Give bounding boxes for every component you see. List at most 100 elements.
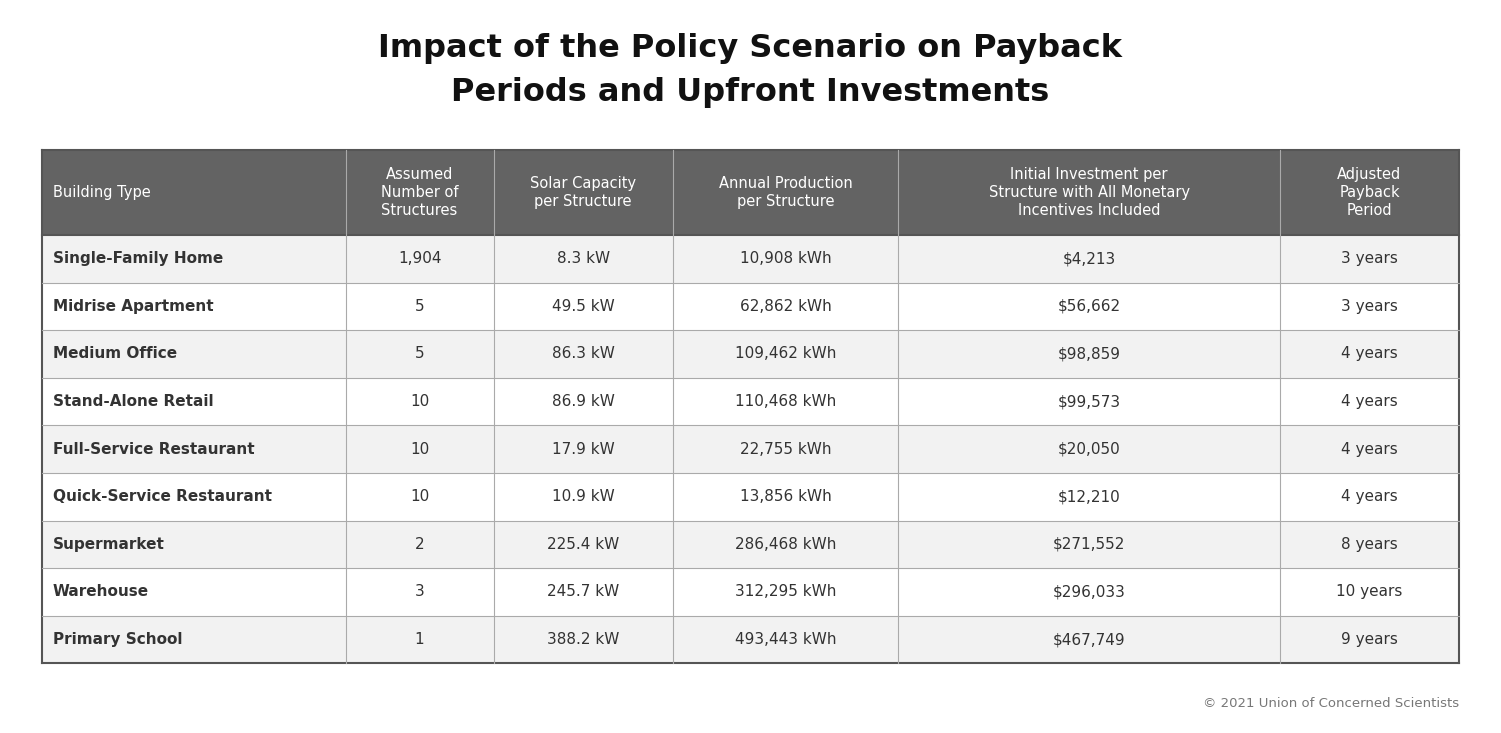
Bar xyxy=(672,377,899,425)
Bar xyxy=(899,473,1280,520)
Text: 9 years: 9 years xyxy=(1340,632,1397,647)
Text: $467,749: $467,749 xyxy=(1052,632,1126,647)
Text: Building Type: Building Type xyxy=(53,185,150,200)
Bar xyxy=(42,377,345,425)
Bar xyxy=(345,330,494,377)
Text: 10 years: 10 years xyxy=(1336,584,1402,600)
Bar xyxy=(672,150,899,235)
Bar xyxy=(1280,150,1459,235)
Bar xyxy=(672,235,899,282)
Bar xyxy=(345,377,494,425)
Text: $4,213: $4,213 xyxy=(1063,251,1115,266)
Text: Impact of the Policy Scenario on Payback: Impact of the Policy Scenario on Payback xyxy=(378,33,1123,64)
Bar xyxy=(899,616,1280,663)
Text: 3 years: 3 years xyxy=(1340,299,1397,314)
Bar xyxy=(42,425,345,473)
Bar xyxy=(42,150,345,235)
Bar xyxy=(42,473,345,520)
Text: Midrise Apartment: Midrise Apartment xyxy=(53,299,213,314)
Bar xyxy=(672,282,899,330)
Text: $296,033: $296,033 xyxy=(1052,584,1126,600)
Text: 493,443 kWh: 493,443 kWh xyxy=(735,632,836,647)
Bar xyxy=(899,150,1280,235)
Text: 8.3 kW: 8.3 kW xyxy=(557,251,609,266)
Text: Supermarket: Supermarket xyxy=(53,537,165,552)
Bar xyxy=(899,425,1280,473)
Bar xyxy=(345,520,494,568)
Text: 10: 10 xyxy=(410,442,429,457)
Bar xyxy=(672,520,899,568)
Bar xyxy=(672,568,899,616)
Text: Primary School: Primary School xyxy=(53,632,182,647)
Text: Initial Investment per
Structure with All Monetary
Incentives Included: Initial Investment per Structure with Al… xyxy=(989,167,1190,218)
Bar xyxy=(1280,568,1459,616)
Bar xyxy=(899,235,1280,282)
Bar xyxy=(345,568,494,616)
Text: 86.9 kW: 86.9 kW xyxy=(552,394,614,409)
Text: 62,862 kWh: 62,862 kWh xyxy=(740,299,832,314)
Text: 8 years: 8 years xyxy=(1340,537,1397,552)
Bar xyxy=(1280,377,1459,425)
Bar xyxy=(345,616,494,663)
Bar xyxy=(494,568,672,616)
Bar xyxy=(494,473,672,520)
Text: 4 years: 4 years xyxy=(1340,347,1397,361)
Text: 4 years: 4 years xyxy=(1340,442,1397,457)
Text: Solar Capacity
per Structure: Solar Capacity per Structure xyxy=(530,176,636,209)
Text: 4 years: 4 years xyxy=(1340,394,1397,409)
Text: Quick-Service Restaurant: Quick-Service Restaurant xyxy=(53,489,272,504)
Bar xyxy=(494,520,672,568)
Text: $99,573: $99,573 xyxy=(1058,394,1121,409)
Text: 10.9 kW: 10.9 kW xyxy=(552,489,614,504)
Bar xyxy=(899,282,1280,330)
Bar xyxy=(345,235,494,282)
Bar xyxy=(1280,520,1459,568)
Text: 86.3 kW: 86.3 kW xyxy=(552,347,614,361)
Bar xyxy=(899,520,1280,568)
Text: 225.4 kW: 225.4 kW xyxy=(546,537,620,552)
Text: 388.2 kW: 388.2 kW xyxy=(546,632,620,647)
Bar xyxy=(42,282,345,330)
Text: 10: 10 xyxy=(410,394,429,409)
Bar xyxy=(1280,330,1459,377)
Bar xyxy=(899,568,1280,616)
Text: 286,468 kWh: 286,468 kWh xyxy=(735,537,836,552)
Text: 109,462 kWh: 109,462 kWh xyxy=(735,347,836,361)
Text: $56,662: $56,662 xyxy=(1058,299,1121,314)
Bar xyxy=(1280,616,1459,663)
Bar xyxy=(672,473,899,520)
Text: Assumed
Number of
Structures: Assumed Number of Structures xyxy=(381,167,458,218)
Text: 1: 1 xyxy=(414,632,425,647)
Bar xyxy=(672,616,899,663)
Text: 13,856 kWh: 13,856 kWh xyxy=(740,489,832,504)
Text: Single-Family Home: Single-Family Home xyxy=(53,251,222,266)
Text: Full-Service Restaurant: Full-Service Restaurant xyxy=(53,442,254,457)
Bar xyxy=(345,282,494,330)
Bar xyxy=(42,330,345,377)
Bar xyxy=(1280,282,1459,330)
Text: $12,210: $12,210 xyxy=(1058,489,1121,504)
Text: 110,468 kWh: 110,468 kWh xyxy=(735,394,836,409)
Bar xyxy=(42,235,345,282)
Text: 17.9 kW: 17.9 kW xyxy=(552,442,614,457)
Text: 245.7 kW: 245.7 kW xyxy=(546,584,620,600)
Bar xyxy=(42,520,345,568)
Text: 5: 5 xyxy=(414,299,425,314)
Text: 10: 10 xyxy=(410,489,429,504)
Bar xyxy=(494,330,672,377)
Bar xyxy=(42,568,345,616)
Bar xyxy=(345,473,494,520)
Bar xyxy=(494,150,672,235)
Bar xyxy=(899,330,1280,377)
Text: Stand-Alone Retail: Stand-Alone Retail xyxy=(53,394,213,409)
Text: 4 years: 4 years xyxy=(1340,489,1397,504)
Text: Warehouse: Warehouse xyxy=(53,584,149,600)
Text: Periods and Upfront Investments: Periods and Upfront Investments xyxy=(452,77,1049,108)
Text: 312,295 kWh: 312,295 kWh xyxy=(735,584,836,600)
Text: 3: 3 xyxy=(414,584,425,600)
Text: 22,755 kWh: 22,755 kWh xyxy=(740,442,832,457)
Bar xyxy=(42,616,345,663)
Bar xyxy=(345,150,494,235)
Text: 10,908 kWh: 10,908 kWh xyxy=(740,251,832,266)
Bar xyxy=(494,282,672,330)
